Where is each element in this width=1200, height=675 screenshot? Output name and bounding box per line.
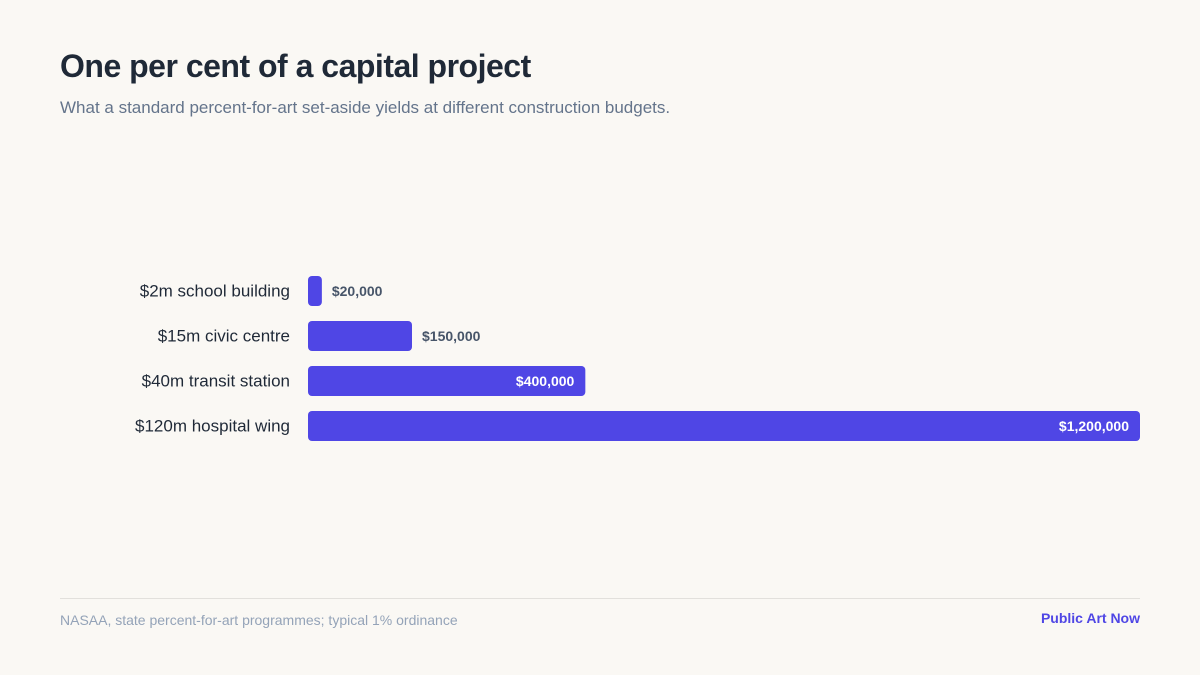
value-label: $1,200,000 [1059, 418, 1129, 434]
value-label: $400,000 [516, 373, 575, 389]
bar [308, 321, 412, 351]
chart-title: One per cent of a capital project [60, 48, 531, 84]
footer-divider [60, 598, 1140, 599]
category-label: $2m school building [140, 282, 290, 301]
category-label: $15m civic centre [158, 327, 290, 346]
source-note: NASAA, state percent-for-art programmes;… [60, 612, 458, 628]
category-label: $40m transit station [142, 372, 290, 391]
bar-chart: $2m school building $20,000 $15m civic cen… [135, 276, 1140, 441]
chart-subtitle: What a standard percent-for-art set-asid… [60, 98, 671, 117]
category-label: $120m hospital wing [135, 417, 290, 436]
bar [308, 276, 322, 306]
value-label: $20,000 [332, 283, 383, 299]
value-label: $150,000 [422, 328, 481, 344]
brand-logo: Public Art Now [1040, 610, 1140, 626]
bar [308, 411, 1140, 441]
bar [308, 366, 586, 396]
